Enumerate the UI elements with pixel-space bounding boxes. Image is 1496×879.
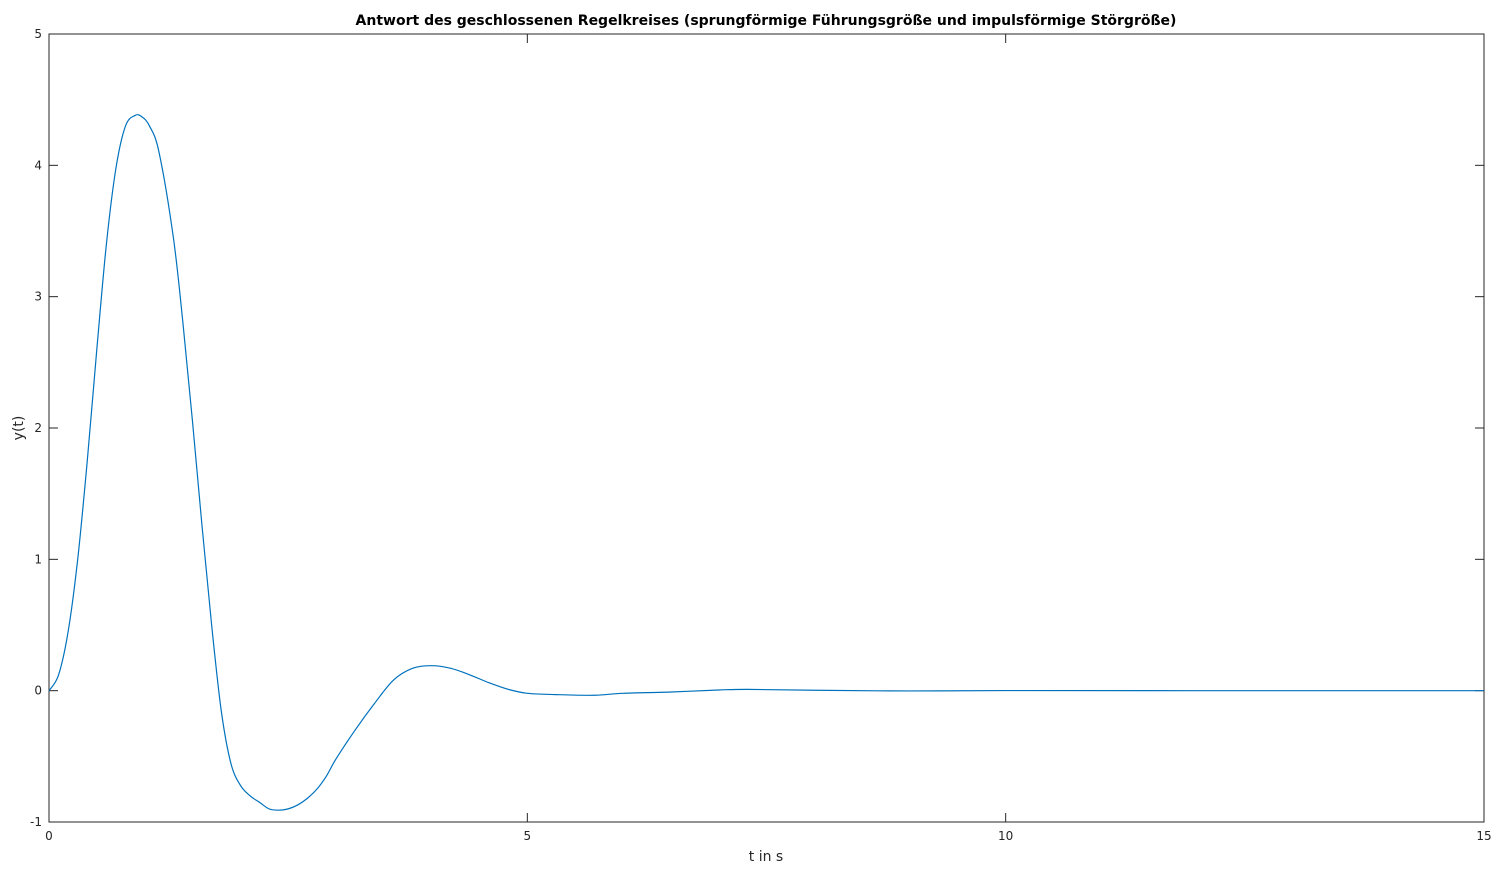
chart-title: Antwort des geschlossenen Regelkreises (… xyxy=(356,13,1177,29)
y-tick-label-0: 0 xyxy=(34,684,42,698)
series-line-0 xyxy=(48,114,1485,811)
y-tick-label-1: 1 xyxy=(34,552,42,566)
x-tick-label-10: 10 xyxy=(998,829,1013,843)
x-axis-label: t in s xyxy=(749,849,783,865)
x-tick-label-15: 15 xyxy=(1476,829,1491,843)
x-tick-label-5: 5 xyxy=(524,829,532,843)
y-tick-label-5: 5 xyxy=(34,27,42,41)
y-tick-label-3: 3 xyxy=(34,290,42,304)
y-axis-label: y(t) xyxy=(11,416,27,441)
y-tick-label-4: 4 xyxy=(34,158,42,172)
x-tick-label-0: 0 xyxy=(45,829,53,843)
y-tick-label-2: 2 xyxy=(34,421,42,435)
y-tick-label--1: -1 xyxy=(30,815,42,829)
